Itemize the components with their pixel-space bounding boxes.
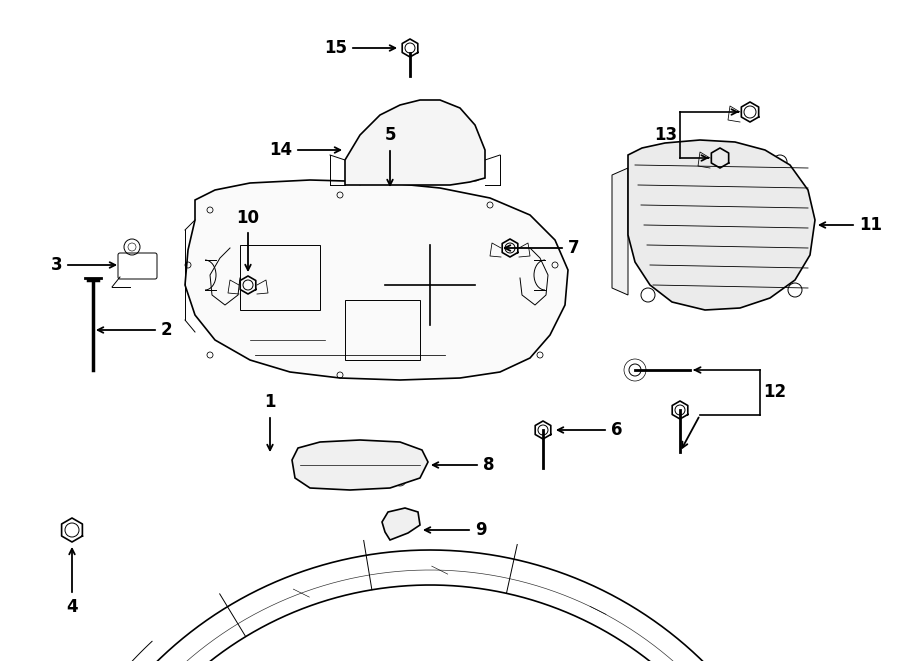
Text: 1: 1 [265,393,275,411]
Bar [345,300,420,360]
Text: 6: 6 [611,421,623,439]
Text: 10: 10 [237,209,259,227]
Text: 9: 9 [475,521,487,539]
Text: 15: 15 [324,39,347,57]
Text: 3: 3 [50,256,62,274]
Text: 7: 7 [568,239,580,257]
Bar [240,245,320,310]
Text: 11: 11 [859,216,882,234]
Text: 8: 8 [483,456,494,474]
Polygon shape [382,508,420,540]
Text: 5: 5 [384,126,396,144]
Polygon shape [345,100,485,185]
Polygon shape [628,140,815,310]
Polygon shape [185,180,568,380]
Text: 4: 4 [67,598,77,616]
Polygon shape [292,440,428,490]
Polygon shape [612,168,628,295]
Text: 2: 2 [161,321,173,339]
Text: 14: 14 [269,141,292,159]
Text: 13: 13 [654,126,677,144]
Text: 12: 12 [763,383,786,401]
